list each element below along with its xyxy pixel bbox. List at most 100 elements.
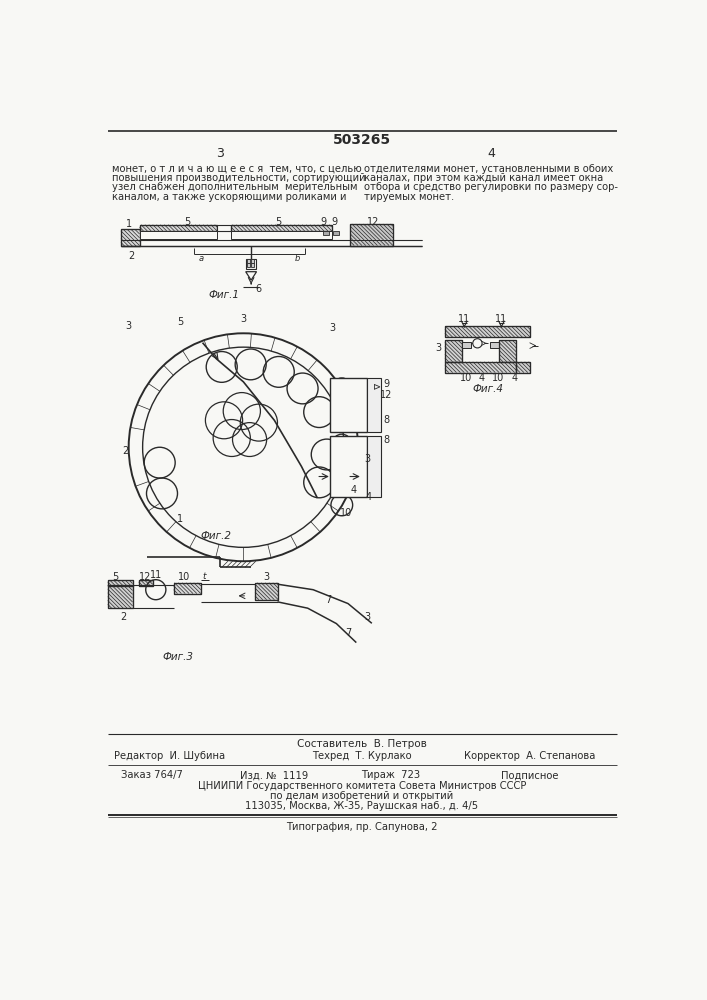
Text: 3: 3 <box>240 314 247 324</box>
Text: Подписное: Подписное <box>501 770 559 780</box>
Bar <box>323 231 329 235</box>
Text: тируемых монет.: тируемых монет. <box>363 192 454 202</box>
Bar <box>251 263 255 267</box>
Text: узел снабжен дополнительным  мерительным: узел снабжен дополнительным мерительным <box>112 182 357 192</box>
Bar <box>107 585 132 608</box>
Bar <box>107 580 132 586</box>
Text: 7: 7 <box>325 595 332 605</box>
Text: 3: 3 <box>364 612 370 622</box>
Text: отделителями монет, установленными в обоих: отделителями монет, установленными в обо… <box>363 164 613 174</box>
Bar <box>445 326 530 337</box>
Text: ЦНИИПИ Государственного комитета Совета Министров СССР: ЦНИИПИ Государственного комитета Совета … <box>198 781 526 791</box>
Text: 4: 4 <box>487 147 496 160</box>
Bar <box>255 583 279 600</box>
Text: 1: 1 <box>177 514 183 524</box>
Text: 6: 6 <box>256 284 262 294</box>
Bar <box>231 225 332 231</box>
Text: Тираж  723: Тираж 723 <box>361 770 420 780</box>
Bar <box>462 342 472 348</box>
Text: 12: 12 <box>380 390 392 400</box>
Text: монет, о т л и ч а ю щ е е с я  тем, что, с целью: монет, о т л и ч а ю щ е е с я тем, что,… <box>112 164 361 174</box>
Bar <box>139 225 217 231</box>
Bar <box>255 583 279 600</box>
Text: 2: 2 <box>120 612 127 622</box>
Bar <box>499 340 516 362</box>
Text: Изд. №  1119: Изд. № 1119 <box>240 770 308 780</box>
Text: 1: 1 <box>126 219 132 229</box>
Text: a: a <box>198 254 204 263</box>
Text: каналах, при этом каждый канал имеет окна: каналах, при этом каждый канал имеет окн… <box>363 173 603 183</box>
Bar <box>121 229 139 246</box>
Bar <box>247 259 256 269</box>
Bar <box>231 225 332 231</box>
Text: t: t <box>203 572 206 581</box>
Bar <box>445 362 516 373</box>
Text: 2: 2 <box>128 251 134 261</box>
Text: ⊳: ⊳ <box>373 381 381 391</box>
Text: 5: 5 <box>185 217 191 227</box>
Bar <box>247 259 250 263</box>
Text: 8: 8 <box>383 435 389 445</box>
Bar <box>351 224 393 246</box>
Text: 10: 10 <box>460 373 472 383</box>
Text: Редактор  И. Шубина: Редактор И. Шубина <box>115 751 226 761</box>
Text: Фиг.4: Фиг.4 <box>472 384 503 394</box>
Bar <box>217 225 231 231</box>
Text: повышения производительности, сортирующий: повышения производительности, сортирующи… <box>112 173 366 183</box>
Bar <box>139 580 153 586</box>
Text: по делам изобретений и открытий: по делам изобретений и открытий <box>270 791 454 801</box>
Bar <box>368 378 381 432</box>
Text: 11: 11 <box>458 314 470 324</box>
Text: 3: 3 <box>264 572 269 582</box>
Text: 10: 10 <box>492 373 505 383</box>
Text: 3: 3 <box>329 323 336 333</box>
Text: 5: 5 <box>177 317 183 327</box>
Bar <box>368 436 381 497</box>
Bar <box>516 362 530 373</box>
Bar <box>516 362 530 373</box>
Text: 9: 9 <box>383 379 389 389</box>
Text: 10: 10 <box>339 508 352 518</box>
Bar <box>121 229 139 246</box>
Text: 9: 9 <box>320 217 326 227</box>
Bar <box>445 340 462 362</box>
Text: 4: 4 <box>351 485 356 495</box>
Text: 113035, Москва, Ж-35, Раушская наб., д. 4/5: 113035, Москва, Ж-35, Раушская наб., д. … <box>245 801 479 811</box>
Text: Фиг.3: Фиг.3 <box>162 652 193 662</box>
Text: 8: 8 <box>383 415 389 425</box>
Text: каналом, а также ускоряющими роликами и: каналом, а также ускоряющими роликами и <box>112 192 346 202</box>
Text: 4: 4 <box>479 373 485 383</box>
Bar <box>445 362 516 373</box>
Text: 503265: 503265 <box>333 133 391 147</box>
Text: 10: 10 <box>178 572 191 582</box>
Text: 12: 12 <box>368 217 380 227</box>
Text: 12: 12 <box>139 572 151 582</box>
Text: 3: 3 <box>364 454 370 464</box>
Text: 11: 11 <box>496 314 508 324</box>
Text: 5: 5 <box>275 217 281 227</box>
Text: Корректор  А. Степанова: Корректор А. Степанова <box>464 751 596 761</box>
Bar <box>445 326 530 337</box>
Text: Фиг.1: Фиг.1 <box>209 290 240 300</box>
Bar <box>330 378 368 432</box>
Bar <box>247 263 250 267</box>
Text: b: b <box>295 254 300 263</box>
Bar <box>139 580 153 586</box>
Bar <box>330 436 368 497</box>
Bar <box>139 225 217 231</box>
Text: 5: 5 <box>112 572 119 582</box>
Bar <box>174 583 201 594</box>
Text: отбора и средство регулировки по размеру сор-: отбора и средство регулировки по размеру… <box>363 182 617 192</box>
Bar <box>231 231 332 239</box>
Text: 3: 3 <box>126 321 132 331</box>
Bar <box>332 231 339 235</box>
Text: Типография, пр. Сапунова, 2: Типография, пр. Сапунова, 2 <box>286 822 438 832</box>
Bar <box>445 340 462 362</box>
Text: 3: 3 <box>436 343 442 353</box>
Text: 4: 4 <box>366 492 372 502</box>
Bar <box>251 259 255 263</box>
Bar <box>139 231 217 239</box>
Bar <box>107 585 132 608</box>
Text: 2: 2 <box>122 446 129 456</box>
Bar <box>351 224 393 246</box>
